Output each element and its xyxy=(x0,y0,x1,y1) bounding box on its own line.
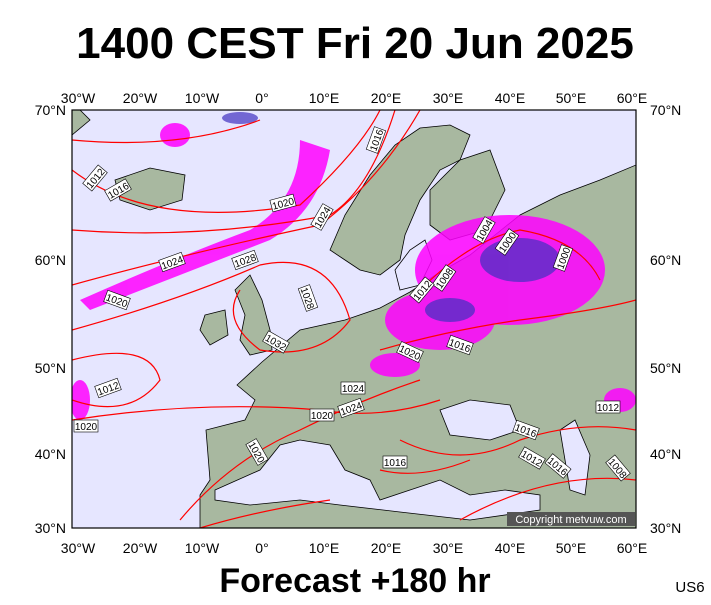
lon-label-bottom: 0° xyxy=(255,540,268,556)
isobar-label-box xyxy=(104,178,132,202)
forecast-label: Forecast +180 hr xyxy=(219,562,490,600)
isobar-label-text: 1016 xyxy=(384,458,407,469)
lon-label-top: 0° xyxy=(255,90,268,106)
lat-label-left: 30°N xyxy=(35,520,66,536)
precipitation xyxy=(72,123,636,420)
copyright-box xyxy=(507,512,635,526)
isobar-label: 1016 xyxy=(382,455,408,469)
lat-label-left: 50°N xyxy=(35,360,66,376)
isobar-label-box xyxy=(297,284,319,312)
isobar-label-box xyxy=(73,419,99,433)
isobar-label-box xyxy=(552,244,574,272)
lat-label-right: 30°N xyxy=(650,520,681,536)
isobar-label-box xyxy=(365,126,387,154)
isobar-label-box xyxy=(82,164,108,192)
lat-label-right: 40°N xyxy=(650,446,681,462)
lon-label-bottom: 50°E xyxy=(556,540,587,556)
lon-label-top: 20°W xyxy=(123,90,158,106)
isobar-label: 1012 xyxy=(595,400,621,414)
lon-label-top: 10°W xyxy=(185,90,220,106)
isobar-label-box xyxy=(382,455,408,469)
isobar-label-text: 1020 xyxy=(75,422,98,433)
lon-label-bottom: 30°E xyxy=(433,540,464,556)
isobar-label-box xyxy=(231,249,259,271)
lon-label-top: 20°E xyxy=(371,90,402,106)
map-frame xyxy=(71,109,637,529)
isobar-label-text: 1012 xyxy=(597,403,620,414)
isobar-label-text: 1024 xyxy=(342,384,365,395)
lon-label-top: 40°E xyxy=(495,90,526,106)
isobar-label-box xyxy=(245,438,269,466)
isobar-label-box xyxy=(446,334,474,356)
isobar-label-box xyxy=(518,446,546,470)
inland-seas xyxy=(214,239,591,521)
lat-label-left: 40°N xyxy=(35,446,66,462)
isobar-label: 1024 xyxy=(340,381,366,395)
copyright: Copyright metvuw.com xyxy=(515,514,626,526)
isobar-label-box xyxy=(512,419,540,441)
lon-label-bottom: 10°E xyxy=(309,540,340,556)
isobar-label-text: 1020 xyxy=(311,411,334,422)
isobar-label-box xyxy=(103,289,131,311)
isobar-label-box xyxy=(544,453,572,479)
lon-label-bottom: 20°E xyxy=(371,540,402,556)
isobar-label-box xyxy=(396,341,424,363)
lon-label-bottom: 60°E xyxy=(617,540,648,556)
isobar-label-box xyxy=(269,193,297,213)
lon-label-bottom: 10°W xyxy=(185,540,220,556)
lon-label-top: 50°E xyxy=(556,90,587,106)
lon-label-bottom: 30°W xyxy=(61,540,96,556)
isobar-label-box xyxy=(409,276,435,304)
isobar-label-box xyxy=(340,381,366,395)
lon-label-top: 30°W xyxy=(61,90,96,106)
isobar-label-box xyxy=(472,216,496,244)
lat-label-left: 70°N xyxy=(35,102,66,118)
graticule-labels: 30°W 30°W 20°W 20°W 10°W 10°W 0° 0° 10°E 10°E 20°E… xyxy=(35,90,682,556)
lon-label-top: 60°E xyxy=(617,90,648,106)
title: 1400 CEST Fri 20 Jun 2025 xyxy=(76,19,634,68)
isobar-label-box xyxy=(337,397,365,419)
lon-label-top: 10°E xyxy=(309,90,340,106)
isobar-label-box xyxy=(310,203,334,231)
lon-label-top: 30°E xyxy=(433,90,464,106)
isobar-label-box xyxy=(431,264,457,292)
isobar-label-box xyxy=(494,228,520,256)
isobar-label-box xyxy=(309,408,335,422)
lat-label-right: 50°N xyxy=(650,360,681,376)
lat-label-left: 60°N xyxy=(35,252,66,268)
isobar-label-box xyxy=(605,454,631,482)
lon-label-bottom: 20°W xyxy=(123,540,158,556)
lat-label-right: 60°N xyxy=(650,252,681,268)
isobar-label-box xyxy=(595,400,621,414)
lon-label-bottom: 40°E xyxy=(495,540,526,556)
lat-label-right: 70°N xyxy=(650,102,681,118)
isobar-label: 1020 xyxy=(73,419,99,433)
map-code: US6 xyxy=(675,579,704,596)
isobar-label: 1020 xyxy=(309,408,335,422)
isobar-label-box xyxy=(262,330,290,354)
isobar-label-box xyxy=(94,377,122,399)
isobar-label-box xyxy=(158,251,186,273)
